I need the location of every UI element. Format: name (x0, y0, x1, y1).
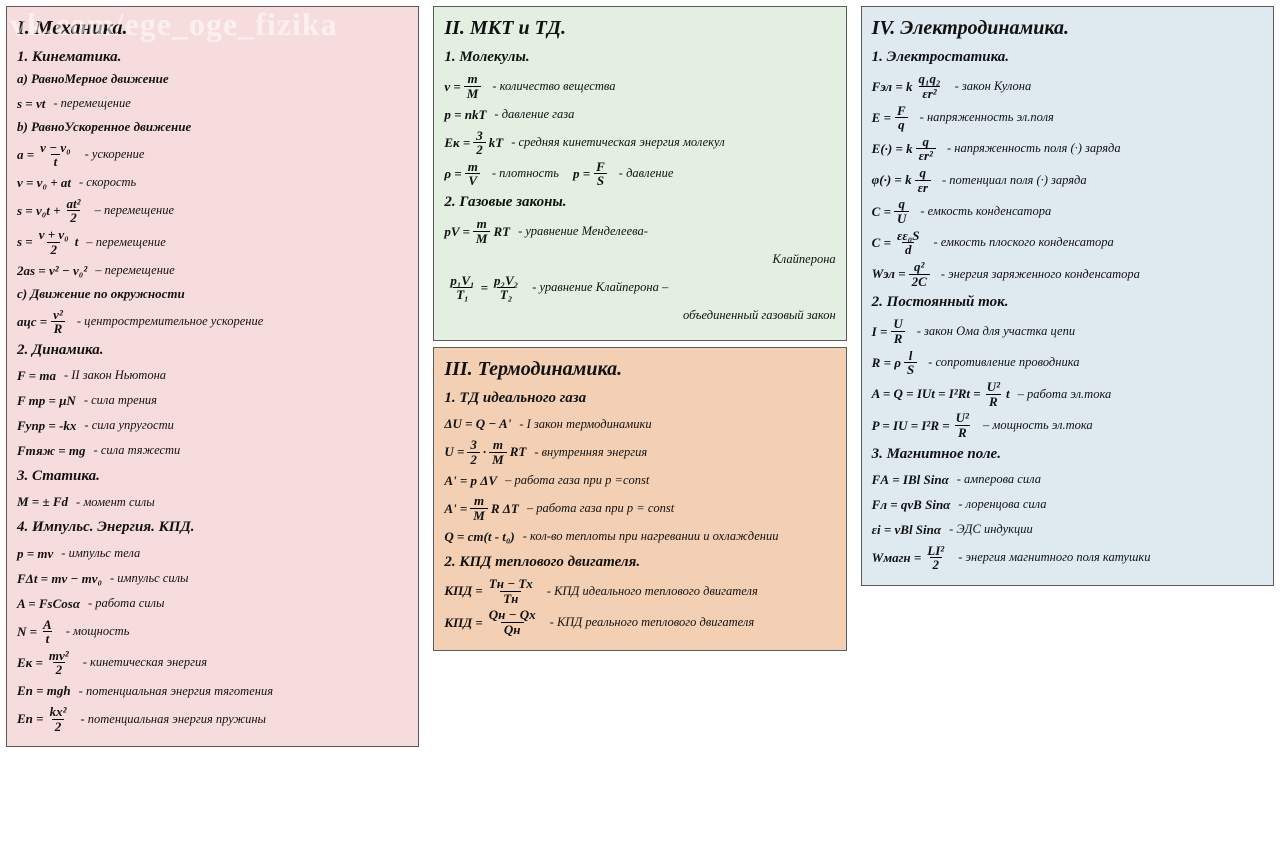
formula-row: εi = vBl Sinα- ЭДС индукции (872, 519, 1263, 541)
formula-row: КПД =Qн − QхQн- КПД реального теплового … (444, 608, 835, 636)
formula-row: Fл = qvB Sinα- лоренцова сила (872, 494, 1263, 516)
formula-row: F тр = μN- сила трения (17, 390, 408, 412)
formula-row: Eп =kx²2- потенциальная энергия пружины (17, 705, 408, 733)
dc-title: 2. Постоянный ток. (872, 291, 1263, 314)
formula-row: A' = p ΔV– работа газа при p =const (444, 469, 835, 491)
formula-row: E =Fq- напряженность эл.поля (872, 104, 1263, 132)
gas-title: 2. Газовые законы. (444, 191, 835, 214)
panel-electro: IV. Электродинамика. 1. Электростатика. … (861, 6, 1274, 586)
formula-row: Q = cm(t - t₀)- кол-во теплоты при нагре… (444, 526, 835, 548)
formula-row: M = ± Fd- момент силы (17, 491, 408, 513)
estat-title: 1. Электростатика. (872, 46, 1263, 69)
formula-row: C =εε₀Sd- емкость плоского конденсатора (872, 229, 1263, 257)
formula-row: КПД =Tн − TхTн- КПД идеального теплового… (444, 577, 835, 605)
formula-row: E(·) = k qεr²- напряженность поля (·) за… (872, 135, 1263, 163)
imp-title: 4. Импульс. Энергия. КПД. (17, 516, 408, 539)
formula-row: Fэл = kq₁q₂εr²- закон Кулона (872, 72, 1263, 100)
formula-row: R = ρlS- сопротивление проводника (872, 349, 1263, 377)
formula-row: Eп = mgh- потенциальная энергия тяготени… (17, 680, 408, 702)
formula-row: Wмагн =LI²2- энергия магнитного поля кат… (872, 544, 1263, 572)
formula-row: pV =mM RT- уравнение Менделеева- (444, 217, 835, 245)
formula-row: A' =mM R ΔT– работа газа при p = const (444, 494, 835, 522)
kin-sub-c: c) Движение по окружности (17, 284, 408, 304)
kin-sub-a: a) РавноМерное движение (17, 69, 408, 89)
kpd-title: 2. КПД теплового двигателя. (444, 551, 835, 574)
mech-title: I. Механика. (17, 13, 408, 44)
thermo-title: III. Термодинамика. (444, 354, 835, 385)
panel-mkt: II. МКТ и ТД. 1. Молекулы. ν =mM- количе… (433, 6, 846, 341)
mag-title: 3. Магнитное поле. (872, 443, 1263, 466)
formula-row: Wэл =q²2C- энергия заряженного конденсат… (872, 260, 1263, 288)
formula-row: p₁V₁T₁ = p₂V₂T₂- уравнение Клайперона – (444, 274, 835, 302)
dyn-title: 2. Динамика. (17, 339, 408, 362)
formula-row: p = nkT- давление газа (444, 104, 835, 126)
formula-row: s = vt- перемещение (17, 92, 408, 114)
formula-row: Fупр = -kx- сила упругости (17, 415, 408, 437)
formula-row: Fтяж = mg- сила тяжести (17, 440, 408, 462)
formula-row: P = IU = I²R =U²R– мощность эл.тока (872, 411, 1263, 439)
formula-cont: Клайперона (444, 249, 835, 271)
formula-row: I =UR- закон Ома для участка цепи (872, 317, 1263, 345)
formula-row: Eк =mv²2- кинетическая энергия (17, 649, 408, 677)
formula-cont: объединенный газовый закон (444, 305, 835, 327)
formula-row: p = mv- импульс тела (17, 543, 408, 565)
formula-row: A = Q = IUt = I²Rt =U²R t– работа эл.ток… (872, 380, 1263, 408)
formula-row: N =At- мощность (17, 618, 408, 646)
formula-row: ρ =mV- плотность p =FS- давление (444, 160, 835, 188)
formula-row: aцс =v²R- центростремительное ускорение (17, 308, 408, 336)
stat-title: 3. Статика. (17, 465, 408, 488)
formula-row: A = FsCosα- работа силы (17, 593, 408, 615)
formula-row: a =v − v₀t- ускорение (17, 141, 408, 169)
panel-thermo: III. Термодинамика. 1. ТД идеального газ… (433, 347, 846, 651)
kin-title: 1. Кинематика. (17, 46, 408, 69)
formula-sheet: I. Механика. 1. Кинематика. a) РавноМерн… (6, 6, 1274, 747)
formula-row: C =qU- емкость конденсатора (872, 197, 1263, 225)
formula-row: F = ma- II закон Ньютона (17, 365, 408, 387)
elec-title: IV. Электродинамика. (872, 13, 1263, 44)
mkt-title: II. МКТ и ТД. (444, 13, 835, 44)
formula-row: 2as = v² − v₀²– перемещение (17, 259, 408, 281)
formula-row: φ(·) = kqεr- потенциал поля (·) заряда (872, 166, 1263, 194)
mol-title: 1. Молекулы. (444, 46, 835, 69)
formula-row: v = v₀ + at- скорость (17, 172, 408, 194)
panel-mechanics: I. Механика. 1. Кинематика. a) РавноМерн… (6, 6, 419, 747)
formula-row: FΔt = mv − mv₀- импульс силы (17, 568, 408, 590)
formula-row: U =32 · mM RT- внутренняя энергия (444, 438, 835, 466)
formula-row: s =v + v₀2 t– перемещение (17, 228, 408, 256)
formula-row: ν =mM- количество вещества (444, 72, 835, 100)
formula-row: s = v₀t +at²2– перемещение (17, 197, 408, 225)
formula-row: ΔU = Q − A'- I закон термодинамики (444, 413, 835, 435)
formula-row: FА = IBl Sinα- амперова сила (872, 469, 1263, 491)
formula-row: Eк =32 kT- средняя кинетическая энергия … (444, 129, 835, 157)
ideal-title: 1. ТД идеального газа (444, 387, 835, 410)
kin-sub-b: b) РавноУскоренное движение (17, 117, 408, 137)
